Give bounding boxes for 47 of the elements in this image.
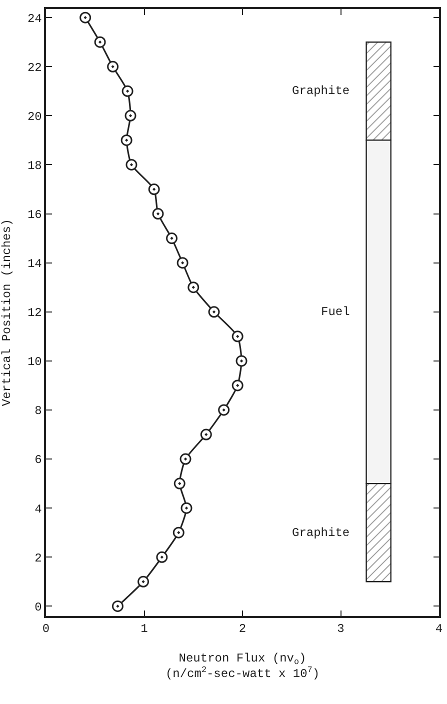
series-label: Fuel [321,305,350,319]
point [180,453,192,465]
y-tick-label: 20 [27,110,42,124]
x-tick-label: 4 [435,622,443,636]
y-tick-label: 2 [34,551,42,566]
y-axis-title: Vertical Position (inches) [0,218,14,406]
text: Neutron Flux (nv$_{o}$) (n/cm$^{2}$-sec-watt x 10$^{7}$) [165,652,320,682]
y-tick-label: 4 [34,502,42,516]
y-tick-label: 8 [34,404,42,418]
point [208,306,220,318]
series-label: Graphite [292,84,350,98]
point [200,428,212,440]
point [180,502,192,514]
point [174,478,186,490]
y-tick-label: 6 [34,453,42,468]
point [107,60,119,72]
point [148,184,160,196]
point [232,330,244,342]
point [176,257,188,269]
point [80,12,92,24]
point [124,110,136,122]
point [236,355,248,367]
x-tick-label: 1 [140,622,148,636]
x-tick-label: 2 [238,622,246,636]
y-tick-label: 24 [27,12,42,26]
y-tick-label: 12 [27,306,42,320]
point [94,36,106,48]
point [112,600,124,612]
y-tick-label: 0 [34,600,42,614]
y-tick-label: 18 [27,158,42,173]
y-tick-label: 14 [27,257,42,272]
y-tick-label: 22 [27,60,42,75]
point [218,404,230,416]
y-tick-label: 10 [27,355,42,370]
point [138,576,150,588]
x-tick-label: 3 [337,622,344,636]
point [120,134,132,146]
point [122,85,134,97]
point [166,232,178,244]
point [188,282,200,294]
y-tick-label: 16 [27,208,42,222]
point [152,208,164,220]
point [232,380,244,392]
point [126,158,138,170]
series-label: Graphite [292,526,350,540]
point [172,526,184,538]
point [156,551,168,563]
